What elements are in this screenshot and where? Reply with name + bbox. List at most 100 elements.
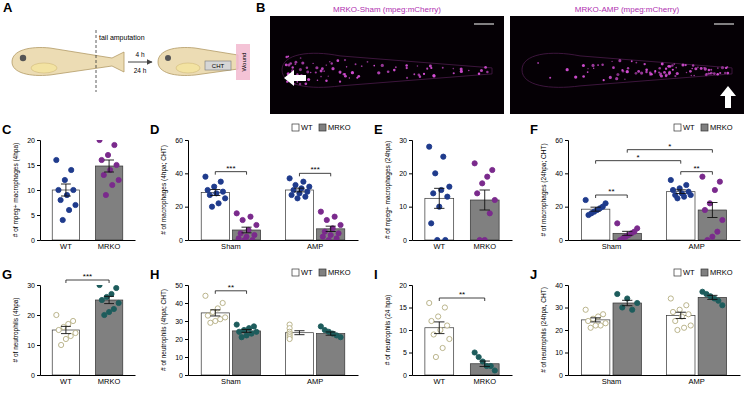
fluorescent-cell [694,67,697,70]
tick: 20 [555,327,568,334]
fluorescent-cell [708,73,710,75]
error-cap [590,317,600,318]
data-point [99,157,104,162]
fluorescent-cell [338,71,341,74]
data-point [677,307,682,312]
bar [667,315,695,375]
data-point [583,307,588,312]
data-point [670,187,675,192]
tick-label: AMP [688,377,704,386]
chart: 05101520WTMRKO# of mpeg+ macrophages (4h… [2,122,136,251]
larva [158,48,238,76]
error-bar [294,188,304,192]
tick: MRKO [473,240,496,251]
error-bar [61,326,71,333]
tick: 5 [31,212,40,219]
data-point [598,323,603,328]
data-point [244,333,249,338]
fluorescent-cell [356,77,358,79]
axis-title: # of mpeg+ macrophages (24hpa) [384,141,392,239]
fluorescent-cell [413,73,415,75]
data-point [109,291,114,296]
tick: 0 [559,372,568,379]
data-point [301,179,306,184]
data-point [203,174,208,179]
fluorescent-cell [291,66,293,68]
fluorescent-cell [674,75,676,77]
data-point [436,314,441,319]
tick-mark [409,375,412,376]
fluorescent-cell [659,74,661,76]
data-point [433,354,438,359]
error-bar [104,160,114,172]
tick-mark [565,173,568,174]
fluorescent-cell [299,83,301,85]
data-point [205,313,210,318]
data-point [252,232,257,237]
tick-label: Sham [221,242,241,251]
data-point [688,323,693,328]
fluorescent-cell [307,78,310,81]
yolk [31,63,57,73]
tick: Sham [221,240,241,251]
fluorescent-cell [343,73,345,75]
error-cap [104,172,114,173]
error-cap [707,202,717,203]
tick-mark [185,285,188,286]
data-point [54,157,59,162]
eye [165,55,171,61]
eye [20,55,26,61]
data-point [248,214,253,219]
y-axis: 01020304050 [175,282,188,379]
fluorescent-cell [609,76,612,79]
y-axis: 0204060 [175,137,188,244]
significance: ** [439,290,484,301]
data-point [427,300,432,305]
data-point [114,285,119,290]
data-point [431,332,436,337]
fluorescent-cell [320,76,322,78]
fluorescent-cell [310,72,312,74]
tick-mark [185,173,188,174]
data-point [250,237,255,240]
tick-label: Sham [221,377,241,386]
error-cap [480,190,490,191]
data-point [209,204,214,209]
tick: 10 [555,349,568,356]
tick-label: 40 [175,300,183,307]
panel-letter: F [530,122,538,137]
fluorescent-cell [672,69,674,71]
data-point [56,327,61,332]
significance-label: ** [693,164,699,173]
error-cap [294,330,304,331]
tick: 20 [27,137,40,144]
fluorescent-cell [549,77,551,79]
fluorescent-cell [627,71,629,73]
axis-line [41,375,136,376]
larva-outline [522,53,732,87]
tick-label: WT [433,377,445,386]
data-point [492,368,497,373]
error-cap [294,334,304,335]
data-point [223,196,228,201]
bar [232,331,260,375]
axis-line [409,286,413,376]
data-point [476,354,481,359]
tick: 20 [555,203,568,210]
fluorescent-cell [306,71,309,74]
tick-label: 20 [175,336,183,343]
fluorescent-cell [377,71,380,74]
data-point [110,182,115,187]
significance-label: *** [310,165,319,174]
data-point [318,209,323,214]
error-line [680,190,681,194]
wound-box [236,44,250,80]
data-point [433,171,438,176]
tick-label: 20 [27,312,35,319]
panel-letter: E [374,122,383,137]
y-axis: 0102030 [27,282,40,379]
data-point [615,291,620,296]
fluorescent-cell [660,74,663,77]
data-point [320,234,325,239]
fluorescent-cell [355,63,357,65]
